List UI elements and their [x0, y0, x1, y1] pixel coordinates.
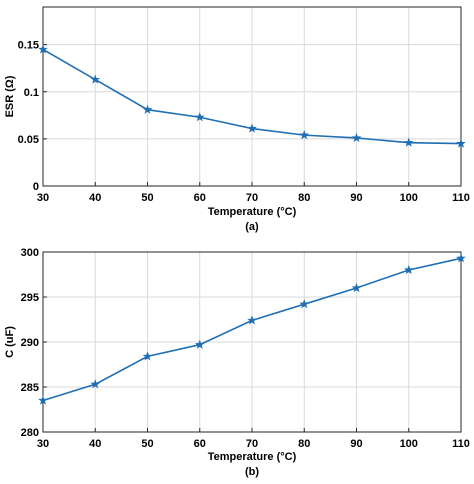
chart-b-x-tick-label: 70 [246, 438, 258, 450]
chart-a-data-point [38, 44, 48, 54]
chart-b-x-tick-label: 30 [37, 438, 49, 450]
chart-b-y-tick-label: 295 [21, 292, 39, 304]
chart-b-data-point [403, 264, 414, 275]
chart-a-y-tick-label: 0 [33, 181, 39, 193]
chart-b-data-point [194, 339, 205, 349]
chart-b-x-tick-label: 110 [452, 438, 470, 450]
chart-a-y-axis-label: ESR (Ω) [4, 75, 16, 117]
chart-a-x-tick-label: 70 [246, 192, 258, 204]
chart-b-x-tick-label: 80 [298, 438, 310, 450]
chart-b-y-tick-label: 285 [21, 382, 39, 394]
chart-b-y-tick-label: 280 [21, 427, 39, 439]
chart-a-x-tick-label: 90 [350, 192, 362, 204]
chart-a-x-tick-label: 110 [452, 192, 470, 204]
chart-a-x-tick-label: 40 [89, 192, 101, 204]
chart-b-y-axis-label: C (uF) [4, 326, 16, 358]
chart-b-x-axis-label: Temperature (°C) [208, 451, 297, 463]
chart-b-capacitance: 30 40 50 60 70 80 90 100 110 280 285 290 295 300 Tempe… [4, 247, 470, 478]
chart-a-data-point [247, 123, 257, 133]
chart-a-esr: 30 40 50 60 70 80 90 100 110 0 0.05 0.1 0.15 Temperat… [4, 6, 470, 233]
chart-a-x-tick-label: 30 [37, 192, 49, 204]
chart-b-x-tick-label: 40 [89, 438, 101, 450]
chart-b-data-point [456, 253, 466, 263]
chart-b-x-tick-label: 90 [350, 438, 362, 450]
chart-a-y-tick-label: 0.05 [18, 134, 39, 146]
chart-a-x-tick-label: 50 [141, 192, 153, 204]
chart-a-data-point [90, 74, 101, 84]
chart-a-x-tick-label: 80 [298, 192, 310, 204]
chart-b-data-point [299, 299, 310, 309]
chart-b-y-tick-label: 290 [21, 337, 39, 349]
chart-b-data-point [351, 282, 362, 293]
chart-b-x-tick-label: 100 [400, 438, 418, 450]
chart-a-data-point [403, 137, 414, 147]
chart-b-data-point [142, 351, 153, 361]
chart-b-data-point [38, 395, 48, 405]
chart-a-x-tick-label: 60 [194, 192, 206, 204]
chart-a-y-tick-label: 0.15 [18, 40, 39, 52]
chart-a-y-tick-label: 0.1 [24, 87, 39, 99]
chart-a-data-point [194, 112, 205, 122]
chart-a-x-axis-label: Temperature (°C) [208, 206, 297, 218]
chart-a-data-point [351, 132, 362, 143]
chart-a-caption: (a) [245, 221, 259, 233]
chart-b-x-tick-label: 50 [141, 438, 153, 450]
chart-a-data-point [456, 138, 466, 148]
chart-a-data-point [142, 104, 153, 114]
chart-b-caption: (b) [245, 466, 259, 478]
chart-b-y-tick-label: 300 [21, 247, 39, 259]
chart-b-data-point [90, 379, 101, 389]
chart-b-x-tick-label: 60 [194, 438, 206, 450]
chart-a-data-point [299, 130, 310, 140]
chart-b-data-point [247, 315, 257, 325]
chart-a-x-tick-label: 100 [400, 192, 418, 204]
